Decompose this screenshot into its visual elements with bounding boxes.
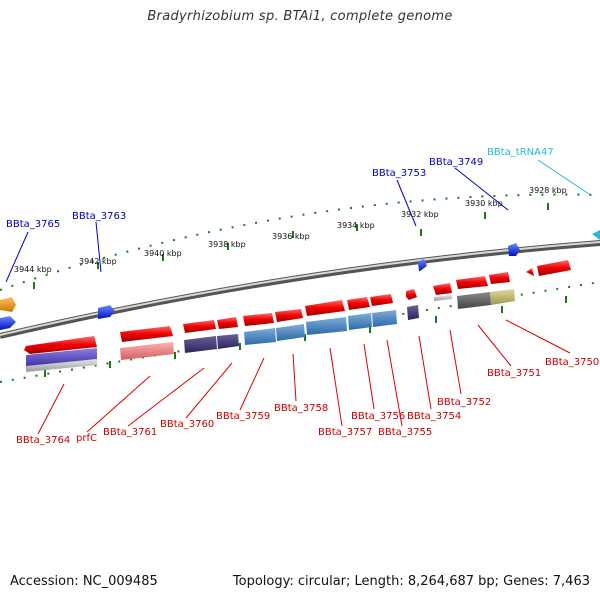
gene-arrow-forward[interactable] [305, 300, 345, 316]
gene-label-bbta-3760[interactable]: BBta_3760 [160, 419, 214, 430]
accession-text: Accession: NC_009485 [10, 574, 158, 589]
kbp-label: 3932 kbp [401, 210, 439, 219]
lower-gene-labels: BBta_3764 prfC BBta_3761 BBta_3760 BBta_… [16, 357, 599, 446]
annotation-bar [26, 359, 97, 372]
gene-arrow-forward[interactable] [526, 268, 534, 276]
leader-line [127, 367, 205, 427]
annotation-bar [348, 313, 372, 330]
leader-line [477, 324, 512, 367]
leader-line [363, 343, 375, 410]
kbp-label: 3930 kbp [465, 199, 503, 208]
map-title: Bradyrhizobium sp. BTAi1, complete genom… [147, 9, 453, 24]
leader-line [86, 375, 151, 433]
kbp-label: 3928 kbp [529, 186, 567, 195]
gene-label-bbta-3751[interactable]: BBta_3751 [487, 368, 541, 379]
leader-line [386, 339, 403, 427]
lower-tick-line [0, 281, 600, 383]
gene-arrow-forward[interactable] [537, 260, 571, 276]
annotation-bars [26, 289, 515, 372]
annotation-bar [407, 305, 419, 320]
lower-leader-lines [37, 319, 571, 435]
gene-arrow-reverse[interactable] [0, 316, 16, 330]
gene-arrow-forward[interactable] [120, 326, 173, 342]
kbp-label: 3940 kbp [144, 249, 182, 258]
leader-line [454, 167, 509, 211]
leader-line [418, 335, 432, 410]
annotation-bar [490, 289, 515, 305]
gene-arrow-forward[interactable] [243, 313, 274, 326]
kbp-label: 3942 kbp [79, 257, 117, 266]
gene-label-bbta-3749[interactable]: BBta_3749 [429, 157, 483, 168]
annotation-bar [372, 310, 397, 327]
annotation-bar [217, 334, 239, 349]
gene-arrow-reverse[interactable] [0, 297, 16, 312]
lower-tick-track [0, 281, 600, 383]
gene-arrow-forward[interactable] [217, 317, 238, 329]
gene-label-bbta-3765[interactable]: BBta_3765 [6, 219, 60, 230]
gene-arrow-forward[interactable] [183, 320, 216, 333]
gene-arrow-forward[interactable] [433, 283, 452, 295]
gene-label-prfc[interactable]: prfC [76, 433, 97, 444]
gene-arrow-forward[interactable] [406, 289, 417, 300]
leader-line [185, 362, 233, 419]
gene-label-bbta-3753[interactable]: BBta_3753 [372, 168, 426, 179]
gene-arrow-forward[interactable] [347, 297, 370, 310]
gene-label-bbta-3752[interactable]: BBta_3752 [437, 397, 491, 408]
annotation-bar [457, 292, 491, 309]
kbp-label: 3938 kbp [208, 240, 246, 249]
gene-arrow-forward[interactable] [489, 272, 510, 284]
gene-label-bbta-3754[interactable]: BBta_3754 [407, 411, 461, 422]
upper-gene-labels: BBta_3765 BBta_3763 BBta_3753 BBta_3749 … [6, 147, 554, 230]
gene-label-bbta-3758[interactable]: BBta_3758 [274, 403, 328, 414]
gene-label-bbta-3755[interactable]: BBta_3755 [378, 427, 432, 438]
kbp-labels: 3944 kbp 3942 kbp 3940 kbp 3938 kbp 3936… [14, 186, 567, 274]
gene-label-bbta-3756[interactable]: BBta_3756 [351, 411, 405, 422]
gene-label-bbta-trna47[interactable]: BBta_tRNA47 [487, 147, 554, 158]
leader-line [329, 347, 343, 427]
gene-arrow-reverse[interactable] [508, 243, 520, 256]
annotation-bar [434, 295, 452, 301]
leader-line [537, 159, 590, 195]
leader-line [5, 231, 29, 283]
leader-line [396, 179, 417, 227]
annotation-bar [184, 336, 217, 353]
annotation-bar [244, 328, 276, 345]
gene-label-bbta-3757[interactable]: BBta_3757 [318, 427, 372, 438]
annotation-bar [276, 324, 305, 341]
annotation-bar [306, 317, 347, 335]
forward-strand-genes [24, 260, 571, 354]
leader-line [37, 383, 65, 435]
gene-arrow-trna[interactable] [592, 230, 600, 240]
gene-label-bbta-3764[interactable]: BBta_3764 [16, 435, 70, 446]
leader-line [505, 319, 571, 354]
annotation-bar [120, 342, 174, 360]
topology-text: Topology: circular; Length: 8,264,687 bp… [232, 574, 590, 589]
gene-label-bbta-3763[interactable]: BBta_3763 [72, 211, 126, 222]
gene-arrow-reverse[interactable] [418, 259, 427, 271]
leader-line [449, 329, 462, 395]
annotation-bar [26, 348, 97, 367]
leader-line [292, 353, 297, 402]
upper-tick-track [0, 193, 600, 291]
kbp-label: 3934 kbp [337, 221, 375, 230]
gene-label-bbta-3750[interactable]: BBta_3750 [545, 357, 599, 368]
gene-arrow-forward[interactable] [275, 309, 303, 322]
gene-arrow-reverse[interactable] [98, 305, 115, 319]
gene-label-bbta-3759[interactable]: BBta_3759 [216, 411, 270, 422]
gene-arrow-forward[interactable] [456, 276, 488, 289]
leader-line [239, 357, 265, 411]
kbp-label: 3944 kbp [14, 265, 52, 274]
gene-label-bbta-3761[interactable]: BBta_3761 [103, 427, 157, 438]
kbp-label: 3936 kbp [272, 232, 310, 241]
leader-line [95, 221, 102, 273]
upper-leader-lines [5, 159, 590, 283]
reverse-strand-genes [0, 230, 600, 330]
gene-arrow-forward[interactable] [370, 294, 393, 306]
gene-arrow-forward[interactable] [24, 336, 97, 354]
